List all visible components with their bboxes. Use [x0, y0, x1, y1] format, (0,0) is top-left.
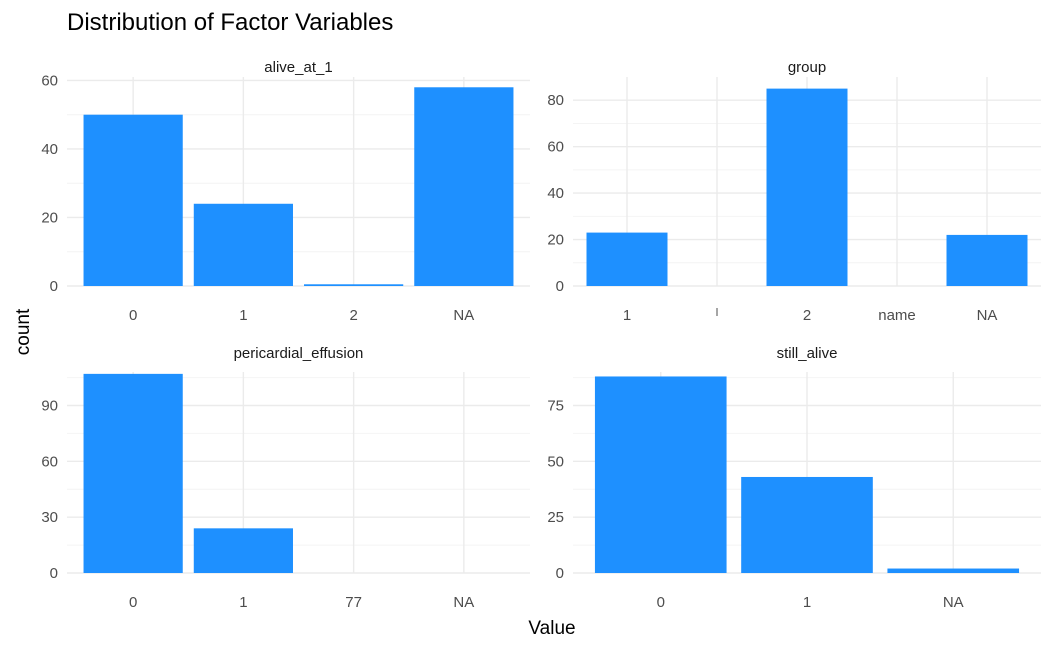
x-tick-label: NA — [943, 594, 964, 611]
facet-panels: 0 20 40 60 0 1 2 NA alive_at_1 0 20 40 60 80 1 2 name NA g… — [41, 59, 1041, 611]
x-tick-label: 1 — [239, 307, 247, 324]
y-tick-label: 0 — [50, 278, 58, 295]
y-tick-label: 0 — [556, 565, 564, 582]
x-tick-label: 0 — [657, 594, 665, 611]
y-tick-label: 40 — [41, 141, 58, 158]
y-tick-label: 20 — [41, 209, 58, 226]
y-axis-title: count — [13, 308, 34, 355]
facet-panel-pericardial_effusion: 0 30 60 90 0 1 77 NA pericardial_effusion — [41, 345, 530, 611]
bar-alive_at_1-2 — [304, 284, 404, 286]
bar-alive_at_1-0 — [83, 114, 183, 286]
bar-pericardial_effusion-0 — [83, 373, 183, 573]
chart-title: Distribution of Factor Variables — [67, 9, 393, 36]
y-tick-label: 0 — [556, 278, 564, 295]
x-tick-label: 2 — [803, 307, 811, 324]
bar-group-1 — [586, 232, 668, 286]
x-tick-label: 1 — [803, 594, 811, 611]
x-tick-label: 77 — [345, 594, 362, 611]
bar-pericardial_effusion-1 — [193, 528, 293, 573]
bar-alive_at_1-1 — [193, 203, 293, 286]
facet-panel-group: 0 20 40 60 80 1 2 name NA group — [547, 59, 1041, 324]
y-tick-label: 50 — [547, 453, 564, 470]
x-tick-label: NA — [977, 307, 998, 324]
y-tick-label: 60 — [547, 139, 564, 156]
y-tick-label: 90 — [41, 398, 58, 415]
y-tick-label: 25 — [547, 509, 564, 526]
y-tick-label: 60 — [41, 72, 58, 89]
bar-still_alive-0 — [594, 376, 727, 573]
x-axis-title: Value — [528, 618, 575, 639]
x-tick-label: NA — [453, 594, 474, 611]
x-tick-label: 0 — [129, 307, 137, 324]
x-tick-label: NA — [453, 307, 474, 324]
x-tick-label: 1 — [239, 594, 247, 611]
y-tick-label: 20 — [547, 232, 564, 249]
facet-strip-label: alive_at_1 — [264, 59, 332, 76]
y-tick-label: 75 — [547, 398, 564, 415]
x-tick-label: 2 — [349, 307, 357, 324]
y-tick-label: 30 — [41, 509, 58, 526]
bar-alive_at_1-NA — [414, 87, 514, 286]
bar-group-2 — [766, 88, 848, 286]
y-tick-label: 60 — [41, 453, 58, 470]
bar-still_alive-NA — [887, 568, 1020, 573]
x-tick-label: name — [878, 307, 916, 324]
x-tick-label: 1 — [623, 307, 631, 324]
y-tick-label: 80 — [547, 92, 564, 109]
bar-group-NA — [946, 234, 1028, 286]
facet-strip-label: pericardial_effusion — [234, 345, 364, 362]
x-tick-label: 0 — [129, 594, 137, 611]
facet-strip-label: group — [788, 59, 826, 76]
facet-panel-alive_at_1: 0 20 40 60 0 1 2 NA alive_at_1 — [41, 59, 530, 324]
y-tick-label: 0 — [50, 565, 58, 582]
bar-still_alive-1 — [741, 476, 873, 573]
facet-strip-label: still_alive — [777, 345, 838, 362]
facet-panel-still_alive: 0 25 50 75 0 1 NA still_alive — [547, 345, 1041, 611]
y-tick-label: 40 — [547, 185, 564, 202]
